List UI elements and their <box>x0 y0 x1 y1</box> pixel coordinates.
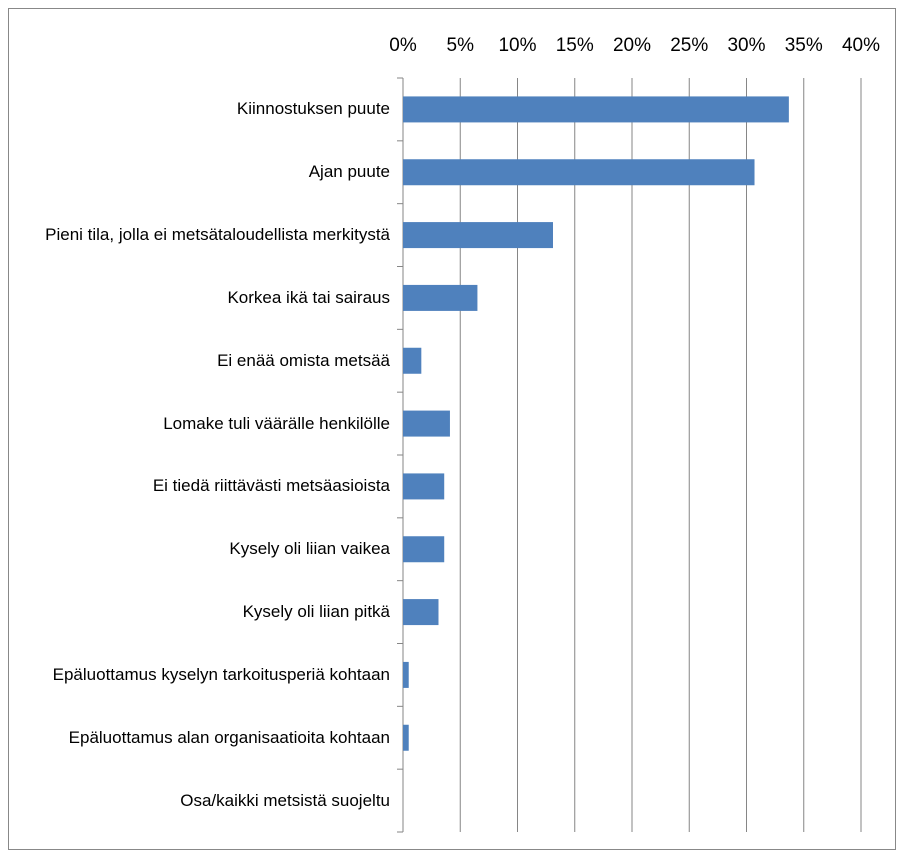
bar <box>403 661 409 688</box>
bar <box>403 222 553 249</box>
bar <box>403 724 409 751</box>
bar <box>403 473 445 500</box>
bar <box>403 347 422 374</box>
chart-border <box>8 8 896 850</box>
y-tick-label: Ei tiedä riittävästi metsäasioista <box>152 476 390 496</box>
y-tick-label: Kysely oli liian pitkä <box>242 602 390 622</box>
y-tick-label: Osa/kaikki metsistä suojeltu <box>180 790 390 810</box>
x-tick-label: 25% <box>670 35 708 56</box>
x-tick-label: 20% <box>613 35 651 56</box>
x-tick-label: 5% <box>447 35 475 56</box>
x-tick-label: 40% <box>842 35 880 56</box>
y-tick-label: Kysely oli liian vaikea <box>229 539 390 559</box>
bar <box>403 284 478 311</box>
y-tick-label: Korkea ikä tai sairaus <box>227 287 390 307</box>
y-tick-label: Epäluottamus alan organisaatioita kohtaa… <box>68 727 390 747</box>
bar <box>403 599 439 626</box>
bar <box>403 159 755 186</box>
bar <box>403 410 450 437</box>
y-tick-label: Epäluottamus kyselyn tarkoitusperiä koht… <box>52 664 390 684</box>
y-tick-label: Pieni tila, jolla ei metsätaloudellista … <box>45 225 390 245</box>
bar <box>403 536 445 563</box>
x-tick-label: 10% <box>498 35 536 56</box>
x-tick-label: 15% <box>556 35 594 56</box>
y-tick-label: Ajan puute <box>308 162 390 182</box>
x-tick-label: 0% <box>389 35 417 56</box>
x-tick-label: 30% <box>727 35 765 56</box>
bar <box>403 96 789 123</box>
y-tick-label: Kiinnostuksen puute <box>236 99 390 119</box>
y-tick-label: Lomake tuli väärälle henkilölle <box>163 413 390 433</box>
x-tick-label: 35% <box>785 35 823 56</box>
y-tick-label: Ei enää omista metsää <box>217 350 390 370</box>
